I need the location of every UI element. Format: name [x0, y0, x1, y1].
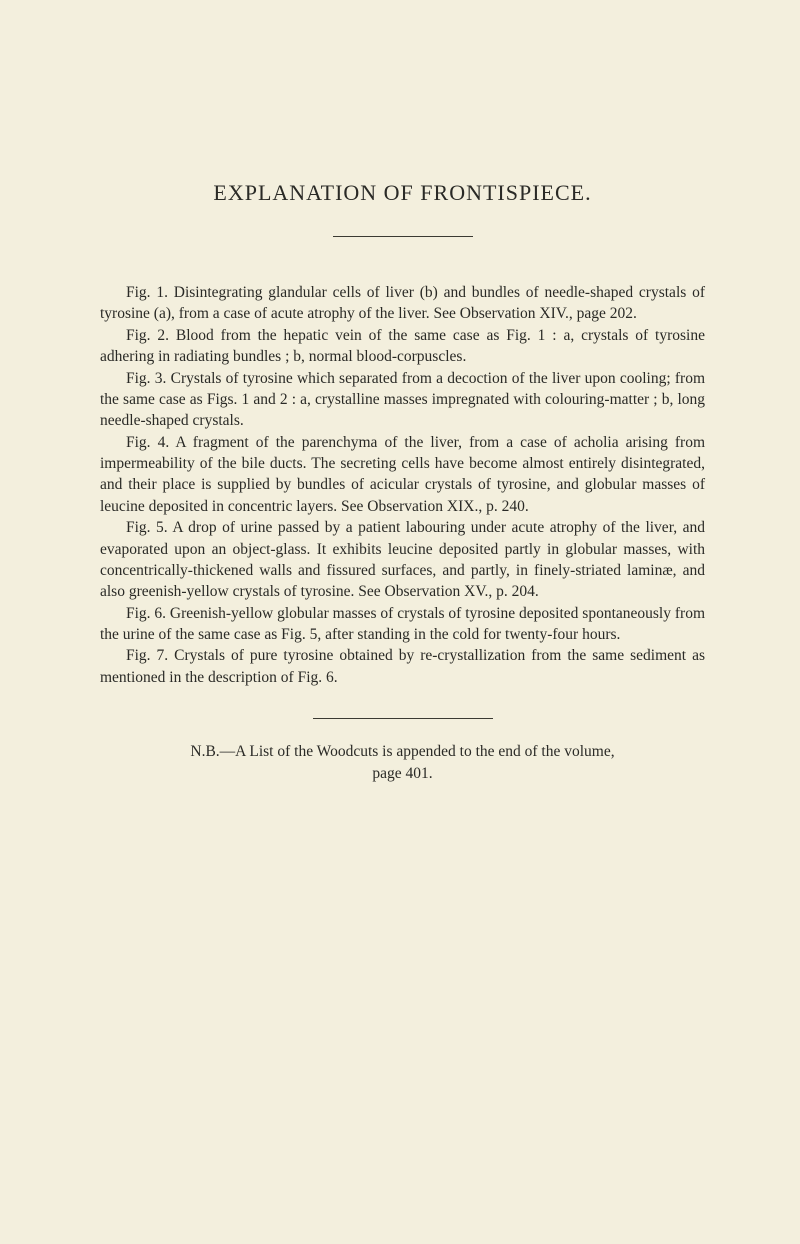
- document-page: EXPLANATION OF FRONTISPIECE. Fig. 1. Dis…: [0, 0, 800, 1244]
- fig-4-paragraph: Fig. 4. A fragment of the parenchyma of …: [100, 432, 705, 518]
- title-divider: [333, 236, 473, 237]
- page-title: EXPLANATION OF FRONTISPIECE.: [100, 180, 705, 206]
- footnote-line-1: N.B.—A List of the Woodcuts is appended …: [190, 743, 614, 760]
- footnote: N.B.—A List of the Woodcuts is appended …: [100, 741, 705, 784]
- fig-7-paragraph: Fig. 7. Crystals of pure tyrosine obtain…: [100, 645, 705, 688]
- fig-6-paragraph: Fig. 6. Greenish-yellow globular masses …: [100, 603, 705, 646]
- fig-1-paragraph: Fig. 1. Disintegrating glandular cells o…: [100, 282, 705, 325]
- note-divider: [313, 718, 493, 719]
- fig-2-paragraph: Fig. 2. Blood from the hepatic vein of t…: [100, 325, 705, 368]
- footnote-line-2: page 401.: [372, 765, 432, 782]
- fig-5-paragraph: Fig. 5. A drop of urine passed by a pati…: [100, 517, 705, 603]
- fig-3-paragraph: Fig. 3. Crystals of tyrosine which separ…: [100, 368, 705, 432]
- body-text: Fig. 1. Disintegrating glandular cells o…: [100, 282, 705, 688]
